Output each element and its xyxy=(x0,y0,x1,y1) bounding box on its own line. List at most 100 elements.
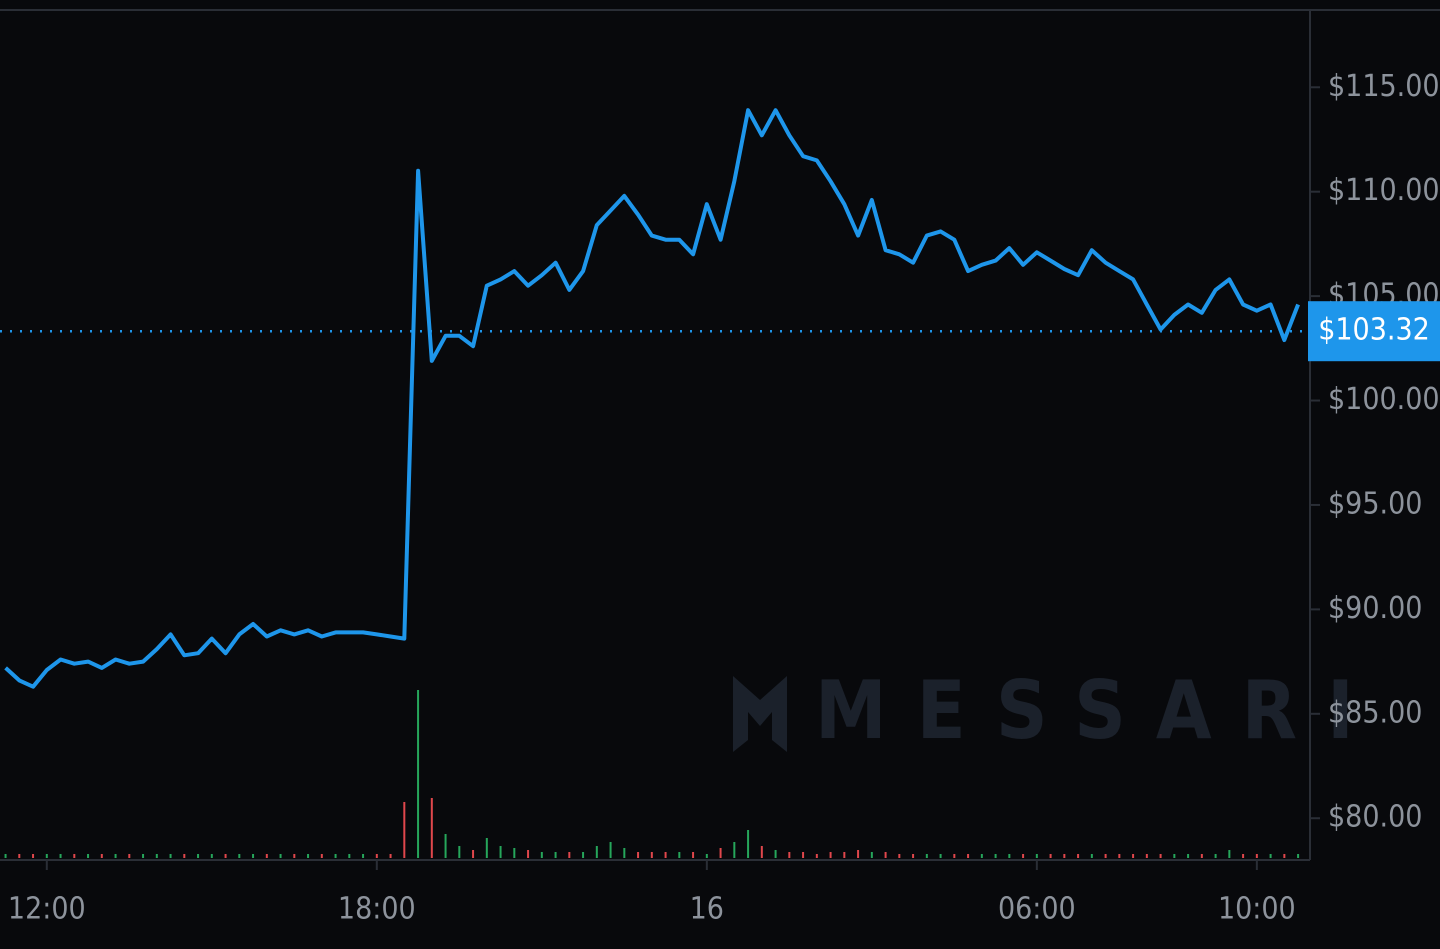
volume-bar xyxy=(224,854,227,858)
y-tick-label: $95.00 xyxy=(1328,486,1422,521)
volume-bar xyxy=(389,854,392,858)
y-tick-label: $100.00 xyxy=(1328,382,1440,417)
volume-bar xyxy=(953,854,956,858)
volume-bar xyxy=(4,854,7,858)
volume-bar xyxy=(1214,854,1217,858)
volume-bar xyxy=(183,854,186,858)
volume-bar xyxy=(898,854,901,858)
volume-bar xyxy=(142,854,145,858)
volume-bar xyxy=(1187,854,1190,858)
volume-bar xyxy=(458,846,461,858)
volume-bar xyxy=(197,854,200,858)
volume-bar xyxy=(417,690,420,858)
volume-bar xyxy=(925,854,928,858)
volume-bar xyxy=(1159,854,1162,858)
volume-bar xyxy=(760,846,763,858)
volume-bar xyxy=(45,854,48,858)
volume-bar xyxy=(884,852,887,858)
volume-bar xyxy=(293,854,296,858)
volume-bar xyxy=(664,852,667,858)
volume-bar xyxy=(375,854,378,858)
volume-bar xyxy=(733,842,736,858)
volume-bar xyxy=(609,842,612,858)
volume-bar xyxy=(1090,854,1093,858)
volume-bar xyxy=(1104,854,1107,858)
volume-bar xyxy=(155,854,158,858)
volume-bar xyxy=(1173,854,1176,858)
volume-bar xyxy=(87,854,90,858)
volume-bar xyxy=(265,854,268,858)
volume-bar xyxy=(1200,854,1203,858)
volume-bar xyxy=(1228,850,1231,858)
volume-bar xyxy=(692,852,695,858)
volume-bar xyxy=(1255,854,1258,858)
watermark-group: MESSARI xyxy=(733,664,1384,757)
volume-bar xyxy=(912,854,915,858)
volume-bar xyxy=(582,852,585,858)
y-tick-label: $85.00 xyxy=(1328,695,1422,730)
volume-bar xyxy=(73,854,76,858)
volume-bar xyxy=(59,854,62,858)
volume-bar xyxy=(802,852,805,858)
x-tick-label: 06:00 xyxy=(998,892,1076,927)
volume-bar xyxy=(967,854,970,858)
volume-bar xyxy=(719,848,722,858)
volume-bar xyxy=(1035,854,1038,858)
volume-bar xyxy=(485,838,488,858)
volume-bar xyxy=(939,854,942,858)
volume-bar xyxy=(279,854,282,858)
volume-bar xyxy=(114,854,117,858)
volume-bar xyxy=(1242,854,1245,858)
x-tick-label: 10:00 xyxy=(1218,892,1296,927)
volume-bar xyxy=(637,852,640,858)
volume-bar xyxy=(870,852,873,858)
volume-bar xyxy=(1269,854,1272,858)
volume-bar xyxy=(252,854,255,858)
volume-bar xyxy=(788,852,791,858)
x-tick-label: 16 xyxy=(690,892,724,927)
volume-bar xyxy=(554,852,557,858)
price-line xyxy=(4,108,1300,689)
volume-bar xyxy=(747,830,750,858)
volume-bar xyxy=(307,854,310,858)
volume-bar xyxy=(18,854,21,858)
volume-bar xyxy=(1118,854,1121,858)
volume-bar xyxy=(1132,854,1135,858)
volume-bar xyxy=(774,850,777,858)
volume-bar xyxy=(857,850,860,858)
volume-bar xyxy=(568,852,571,858)
volume-bar xyxy=(32,854,35,858)
volume-bar xyxy=(815,854,818,858)
volume-bar xyxy=(705,854,708,858)
volume-bar xyxy=(430,798,433,858)
volume-bar xyxy=(362,854,365,858)
volume-bar xyxy=(1077,854,1080,858)
volume-bar xyxy=(499,846,502,858)
volume-bar xyxy=(1283,854,1286,858)
volume-bar xyxy=(513,848,516,858)
volume-bar xyxy=(334,854,337,858)
watermark-logo xyxy=(733,676,787,752)
x-tick-label: 18:00 xyxy=(338,892,416,927)
volume-bar xyxy=(238,854,241,858)
volume-bar xyxy=(527,850,530,858)
volume-bar xyxy=(1297,854,1300,858)
watermark: MESSARI xyxy=(815,664,1384,757)
volume-bar xyxy=(210,854,213,858)
volume-bar xyxy=(678,852,681,858)
volume-bar xyxy=(980,854,983,858)
volume-bar xyxy=(1063,854,1066,858)
volume-bar xyxy=(623,848,626,858)
volume-bar xyxy=(128,854,131,858)
y-tick-label: $90.00 xyxy=(1328,591,1422,626)
volume-bar xyxy=(829,852,832,858)
y-tick-label: $115.00 xyxy=(1328,69,1440,104)
volume-bar xyxy=(403,802,406,858)
volume-bar xyxy=(650,852,653,858)
volume-bar xyxy=(843,852,846,858)
volume-bar xyxy=(472,850,475,858)
y-tick-label: $80.00 xyxy=(1328,800,1422,835)
volume-bar xyxy=(320,854,323,858)
